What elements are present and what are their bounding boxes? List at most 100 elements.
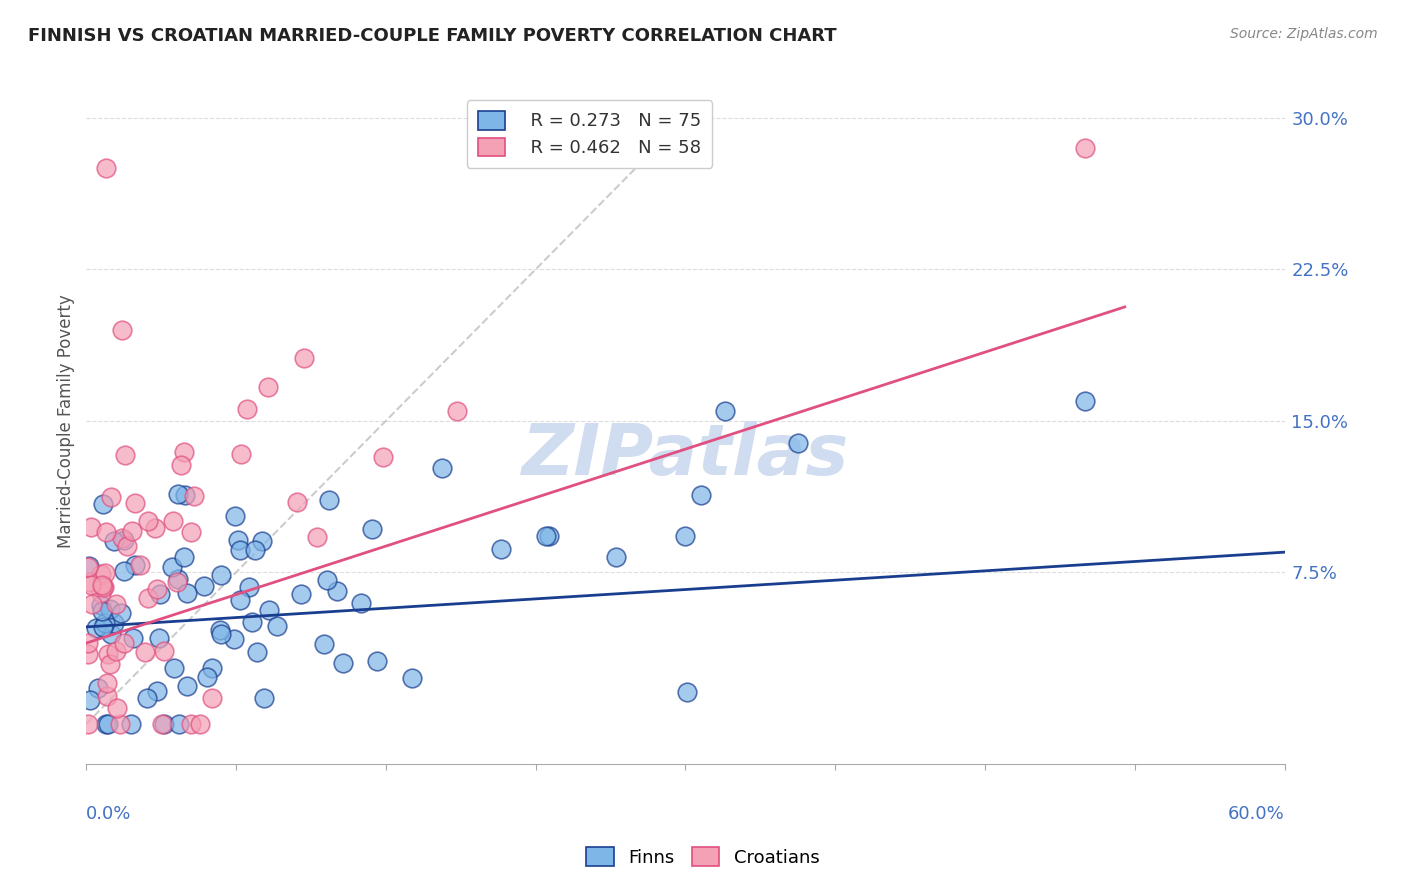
- Croatians: [112, 636, 135, 650]
- Croatians: [146, 582, 169, 596]
- Croatians: [90, 586, 112, 600]
- Finns: [430, 461, 453, 475]
- Croatians: [100, 491, 122, 505]
- Finns: [163, 661, 186, 675]
- Croatians: [98, 657, 121, 671]
- Finns: [112, 564, 135, 578]
- Finns: [228, 543, 250, 558]
- Croatians: [201, 691, 224, 706]
- Croatians: [108, 717, 131, 731]
- Finns: [120, 717, 142, 731]
- Croatians: [97, 647, 120, 661]
- Finns: [91, 604, 114, 618]
- Finns: [226, 533, 249, 547]
- Finns: [1074, 393, 1097, 408]
- Finns: [534, 529, 557, 543]
- Finns: [253, 691, 276, 706]
- Croatians: [307, 531, 329, 545]
- Finns: [193, 579, 215, 593]
- Finns: [176, 585, 198, 599]
- Finns: [250, 534, 273, 549]
- Croatians: [77, 560, 100, 574]
- Finns: [360, 522, 382, 536]
- Finns: [135, 691, 157, 706]
- Croatians: [150, 717, 173, 731]
- Finns: [312, 637, 335, 651]
- Croatians: [111, 323, 134, 337]
- Croatians: [80, 578, 103, 592]
- Croatians: [256, 379, 278, 393]
- Croatians: [136, 515, 159, 529]
- Croatians: [183, 489, 205, 503]
- Finns: [110, 607, 132, 621]
- Finns: [245, 542, 267, 557]
- Finns: [103, 616, 125, 631]
- Croatians: [285, 494, 308, 508]
- Finns: [90, 598, 112, 612]
- Croatians: [236, 402, 259, 417]
- Finns: [100, 627, 122, 641]
- Croatians: [173, 445, 195, 459]
- Finns: [173, 550, 195, 565]
- Croatians: [162, 514, 184, 528]
- Finns: [246, 645, 269, 659]
- Finns: [350, 595, 373, 609]
- Finns: [366, 654, 388, 668]
- Text: 60.0%: 60.0%: [1227, 805, 1285, 823]
- Finns: [103, 533, 125, 548]
- Finns: [122, 631, 145, 645]
- Finns: [152, 717, 174, 731]
- Finns: [318, 492, 340, 507]
- Finns: [209, 568, 232, 582]
- Croatians: [105, 597, 128, 611]
- Finns: [229, 593, 252, 607]
- Croatians: [94, 566, 117, 580]
- Text: ZIPatlas: ZIPatlas: [522, 421, 849, 490]
- Croatians: [153, 643, 176, 657]
- Croatians: [229, 447, 252, 461]
- Finns: [79, 559, 101, 574]
- Finns: [96, 717, 118, 731]
- Croatians: [166, 574, 188, 589]
- Finns: [714, 403, 737, 417]
- Finns: [326, 584, 349, 599]
- Finns: [167, 572, 190, 586]
- Finns: [201, 661, 224, 675]
- Legend:   R = 0.273   N = 75,   R = 0.462   N = 58: R = 0.273 N = 75, R = 0.462 N = 58: [467, 100, 713, 168]
- Finns: [787, 436, 810, 450]
- Finns: [401, 671, 423, 685]
- Croatians: [180, 524, 202, 539]
- Finns: [174, 488, 197, 502]
- Finns: [148, 631, 170, 645]
- Croatians: [77, 648, 100, 662]
- Croatians: [77, 575, 100, 590]
- Finns: [238, 580, 260, 594]
- Croatians: [114, 448, 136, 462]
- Finns: [176, 679, 198, 693]
- Finns: [84, 621, 107, 635]
- Croatians: [188, 717, 211, 731]
- Finns: [97, 717, 120, 731]
- Y-axis label: Married-Couple Family Poverty: Married-Couple Family Poverty: [58, 294, 75, 548]
- Text: Source: ZipAtlas.com: Source: ZipAtlas.com: [1230, 27, 1378, 41]
- Croatians: [105, 700, 128, 714]
- Croatians: [93, 580, 115, 594]
- Croatians: [180, 717, 202, 731]
- Croatians: [170, 458, 193, 473]
- Finns: [315, 574, 337, 588]
- Finns: [266, 619, 288, 633]
- Finns: [209, 626, 232, 640]
- Croatians: [96, 676, 118, 690]
- Croatians: [105, 643, 128, 657]
- Finns: [676, 685, 699, 699]
- Finns: [98, 602, 121, 616]
- Croatians: [77, 636, 100, 650]
- Finns: [222, 632, 245, 646]
- Croatians: [124, 496, 146, 510]
- Croatians: [143, 520, 166, 534]
- Finns: [93, 497, 115, 511]
- Text: FINNISH VS CROATIAN MARRIED-COUPLE FAMILY POVERTY CORRELATION CHART: FINNISH VS CROATIAN MARRIED-COUPLE FAMIL…: [28, 27, 837, 45]
- Croatians: [96, 161, 118, 176]
- Legend: Finns, Croatians: Finns, Croatians: [579, 840, 827, 874]
- Finns: [124, 558, 146, 572]
